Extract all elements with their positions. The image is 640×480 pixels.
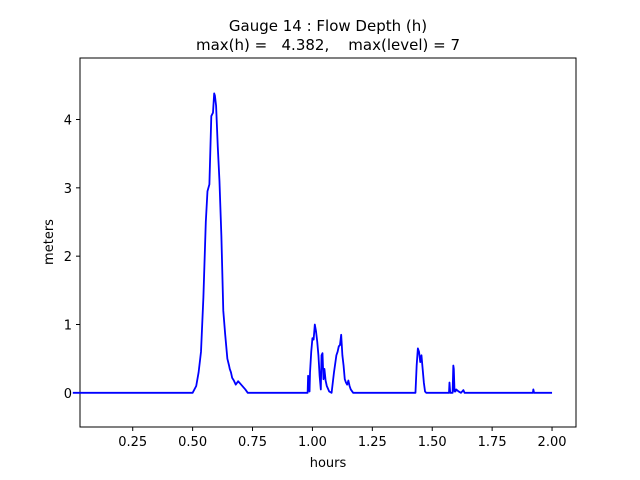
y-axis-ticks: 0 1 2 3 4 [64,114,80,402]
x-tick-label: 0.25 [118,435,147,450]
series-layer [72,92,553,394]
y-tick-label: 2 [64,250,72,265]
y-tick-label: 1 [64,319,72,334]
x-axis-ticks: 0.25 0.50 0.75 1.00 1.25 1.50 1.75 2.00 [118,427,567,450]
x-tick-label: 1.25 [358,435,387,450]
x-tick-label: 1.00 [298,435,327,450]
x-tick-label: 1.50 [418,435,447,450]
x-tick-label: 0.50 [178,435,207,450]
y-tick-label: 3 [64,182,72,197]
x-tick-label: 2.00 [538,435,567,450]
chart-title: Gauge 14 : Flow Depth (h) [229,17,427,35]
x-axis-label: hours [310,456,347,471]
y-axis-label: meters [42,219,57,265]
chart-subtitle: max(h) = 4.382, max(level) = 7 [196,36,460,54]
x-tick-label: 0.75 [238,435,267,450]
flow-depth-series-line [72,92,553,394]
y-tick-label: 0 [64,387,72,402]
plot-area-frame [79,57,577,428]
x-tick-label: 1.75 [478,435,507,450]
y-tick-label: 4 [64,114,72,129]
